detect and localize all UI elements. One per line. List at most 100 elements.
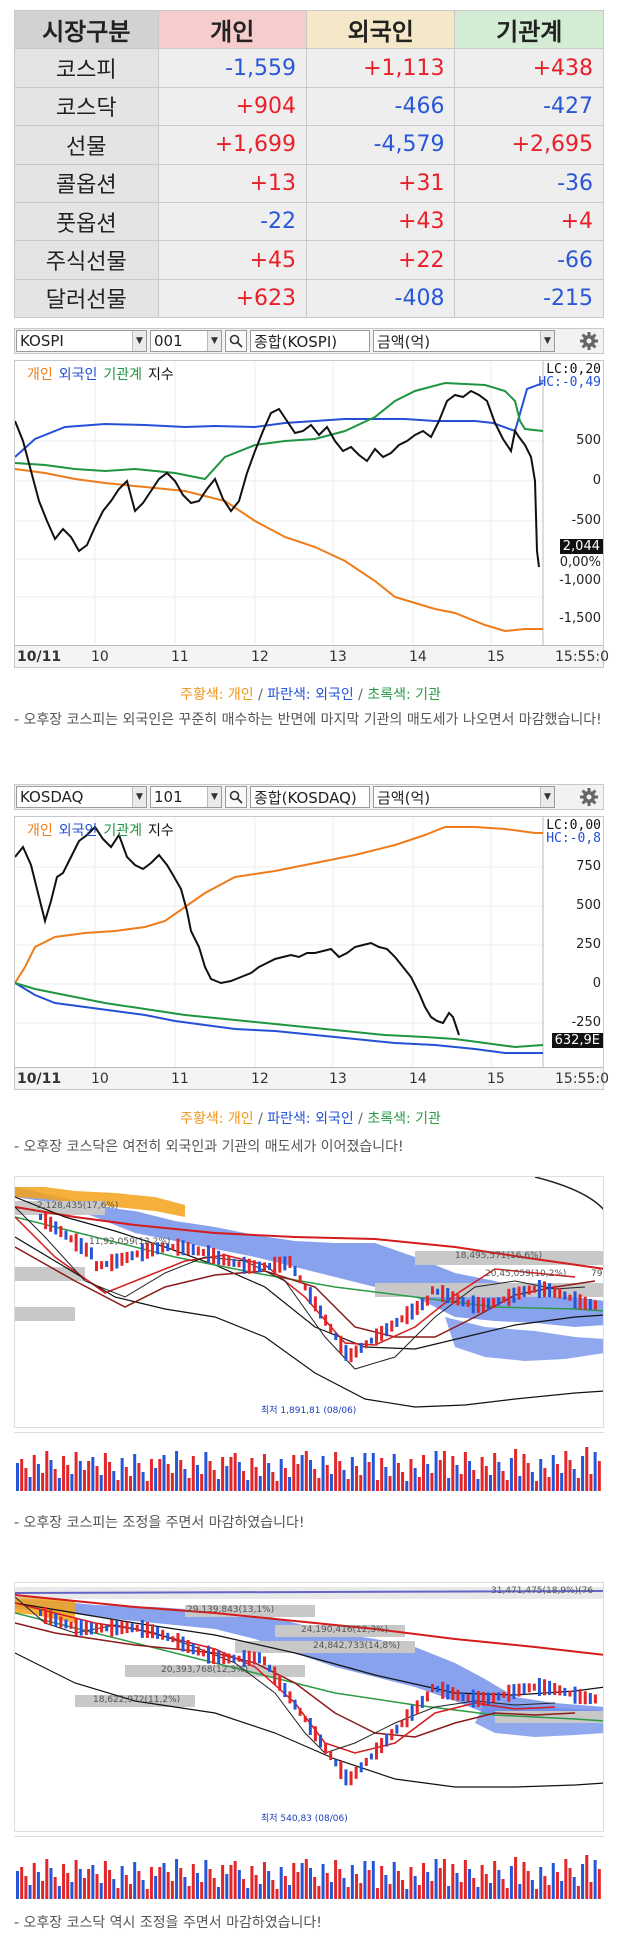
volume-bar (57, 1886, 61, 1899)
candle (278, 1256, 282, 1273)
volume-bar (564, 1451, 568, 1491)
volume-bar (28, 1477, 32, 1491)
volume-bar (539, 1459, 543, 1491)
kosdaq-comment: - 오후장 코스닥은 여전히 외국인과 기관의 매도세가 이어졌습니다! (14, 1139, 404, 1155)
volume-bar (16, 1463, 19, 1491)
volume-bar (95, 1874, 99, 1899)
volume-bar (367, 1462, 371, 1491)
chart-annotation: 24,842,733(14,8%) (313, 1641, 401, 1651)
volume-bar (279, 1867, 283, 1899)
settings-button[interactable] (578, 786, 600, 808)
candle (125, 1622, 129, 1634)
candle (207, 1245, 210, 1264)
candle (537, 1678, 541, 1697)
volume-bar (191, 1456, 195, 1491)
volume-bar (497, 1870, 501, 1899)
volume-bar (175, 1859, 179, 1899)
market-select[interactable]: KOSDAQ ▼ (16, 786, 147, 808)
chevron-down-icon[interactable]: ▼ (540, 331, 554, 351)
code-select-value: 001 (154, 332, 183, 350)
chart-annotation: 11,92,059(12,2%) (89, 1237, 171, 1247)
candle (512, 1287, 516, 1303)
candle (95, 1261, 98, 1272)
volume-bar (530, 1472, 534, 1491)
code-select[interactable]: 101 ▼ (150, 786, 222, 808)
volume-bar (78, 1869, 82, 1899)
candle (293, 1699, 297, 1710)
legend-foreign: 외국인 (58, 823, 98, 839)
volume-bar (53, 1877, 57, 1899)
volume-bar (133, 1454, 137, 1491)
chevron-down-icon[interactable]: ▼ (132, 787, 146, 807)
candle (151, 1242, 154, 1257)
investor-flow-table: 시장구분 개인 외국인 기관계 코스피 -1,559 +1,113 +438 코스닥 +9… (14, 9, 604, 319)
kosdaq-investor-chart[interactable]: 개인 외국인 기관계 지수 LC:0,00 HC:-0,8 750 500 250 0… (14, 816, 609, 1090)
candle (79, 1238, 83, 1255)
chevron-down-icon[interactable]: ▼ (132, 331, 146, 351)
candle (481, 1691, 485, 1706)
candle (466, 1299, 470, 1307)
search-button[interactable] (225, 330, 247, 352)
market-select[interactable]: KOSPI ▼ (16, 330, 147, 352)
volume-bar (535, 1481, 539, 1491)
volume-bar (405, 1481, 409, 1491)
volume-bar (292, 1455, 296, 1491)
candle (431, 1286, 434, 1295)
candle (492, 1692, 496, 1703)
volume-bar (438, 1460, 442, 1491)
volume-bar (484, 1466, 488, 1491)
candle (369, 1753, 373, 1760)
chevron-down-icon[interactable]: ▼ (207, 331, 221, 351)
market-select-value: KOSDAQ (20, 788, 84, 806)
kosdaq-institution-line (15, 982, 544, 1049)
index-name-field[interactable]: 종합(KOSDAQ) (250, 786, 370, 808)
settings-button[interactable] (578, 330, 600, 352)
kospi-investor-chart[interactable]: 개인 외국인 기관계 지수 LC:0,20 HC:-0,49 500 0 -500 -… (14, 360, 609, 668)
kosdaq-daily-candle-chart[interactable]: 31,471,475(18,9%)(76 29,139,843(13,1%) 2… (14, 1582, 604, 1832)
candle (319, 1305, 322, 1319)
candle (380, 1738, 384, 1754)
volume-bar (405, 1889, 409, 1899)
candle (39, 1610, 42, 1616)
volume-bar (279, 1459, 283, 1491)
legend-separator: / (353, 1111, 368, 1127)
unit-select[interactable]: 금액(억) ▼ (373, 330, 555, 352)
volume-bar (170, 1881, 174, 1899)
volume-bar (225, 1466, 229, 1491)
volume-bar (74, 1860, 78, 1899)
candle (319, 1734, 322, 1748)
volume-bar (555, 1464, 559, 1491)
candle (390, 1320, 394, 1332)
candle (425, 1691, 429, 1702)
candle (100, 1261, 104, 1270)
volume-bar (254, 1467, 258, 1491)
candle (145, 1242, 149, 1259)
table-row: 코스닥 +904 -466 -427 (14, 86, 604, 127)
search-icon (229, 334, 243, 348)
volume-bar (497, 1462, 501, 1491)
candle (39, 1214, 42, 1220)
volume-bar (267, 1463, 271, 1491)
kospi-daily-candle-chart[interactable]: 2,128,435(17,6%) 11,92,059(12,2%) 18,495… (14, 1176, 604, 1428)
volume-bar (166, 1872, 170, 1899)
candle (242, 1650, 246, 1668)
volume-bar (41, 1473, 45, 1491)
volume-bar (258, 1476, 262, 1491)
y-tick: 250 (576, 937, 601, 952)
x-tick: 13 (329, 1071, 347, 1087)
last-value-tag: 632,9E (551, 1033, 603, 1048)
volume-bar (426, 1872, 430, 1899)
candle (532, 1285, 536, 1293)
candle (563, 1687, 567, 1696)
code-select[interactable]: 001 ▼ (150, 330, 222, 352)
y-tick: -250 (571, 1015, 601, 1030)
table-cell: +4 (454, 201, 604, 242)
chevron-down-icon[interactable]: ▼ (540, 787, 554, 807)
table-cell: -22 (157, 201, 308, 242)
chevron-down-icon[interactable]: ▼ (207, 787, 221, 807)
index-name-field[interactable]: 종합(KOSPI) (250, 330, 370, 352)
candle (497, 1297, 501, 1306)
volume-bar (149, 1867, 153, 1899)
unit-select[interactable]: 금액(억) ▼ (373, 786, 555, 808)
search-button[interactable] (225, 786, 247, 808)
